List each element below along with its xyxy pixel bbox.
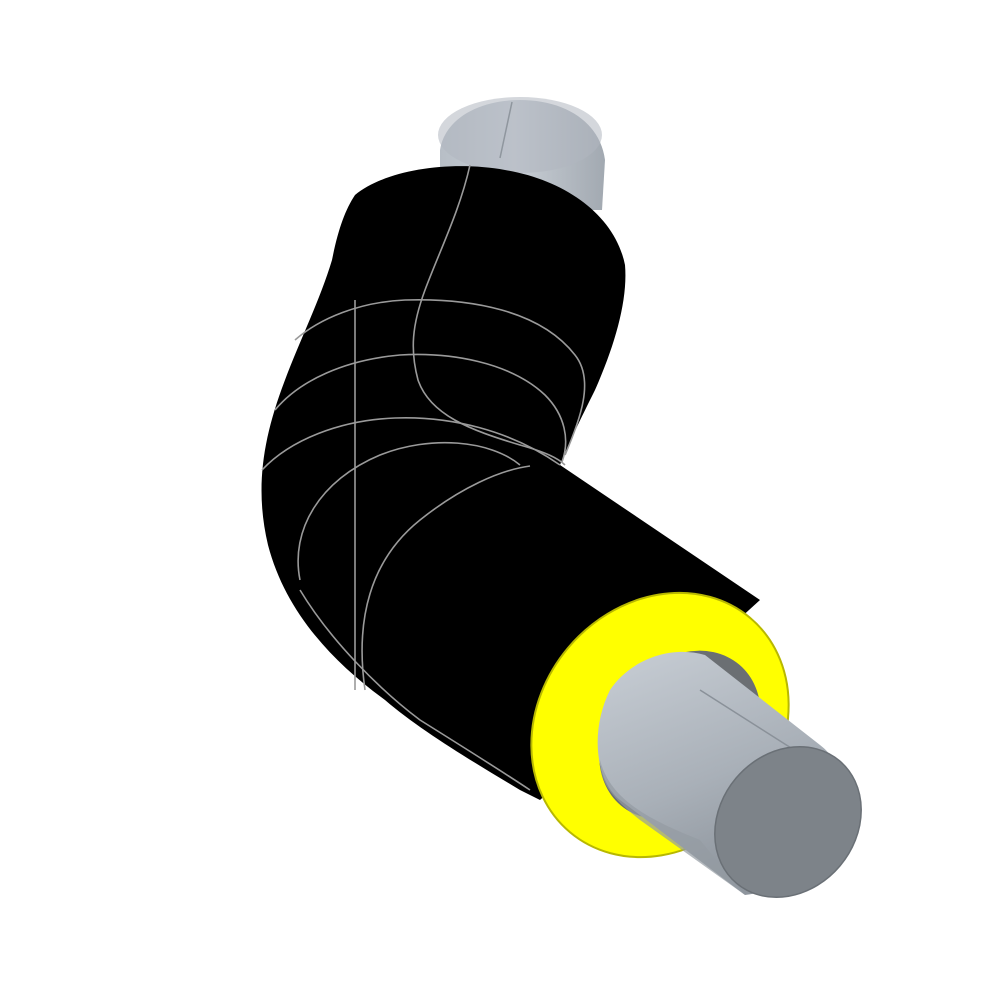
bottom-steel-pipe <box>597 651 862 899</box>
top-steel-pipe-end-face <box>438 97 602 173</box>
seam-band-5 <box>361 465 531 691</box>
jacket-seam-lines <box>261 164 586 791</box>
seam-band-3 <box>261 417 561 471</box>
bottom-steel-pipe-shade <box>600 760 745 895</box>
seam-top-vertical <box>412 164 566 466</box>
bottom-steel-pipe-end-face <box>714 745 862 899</box>
seam-band-4 <box>297 441 521 581</box>
seam-band-1 <box>294 298 586 456</box>
top-steel-pipe-seam <box>499 101 513 159</box>
seam-band-2 <box>274 353 567 463</box>
seam-lower-left-edge <box>299 589 531 791</box>
